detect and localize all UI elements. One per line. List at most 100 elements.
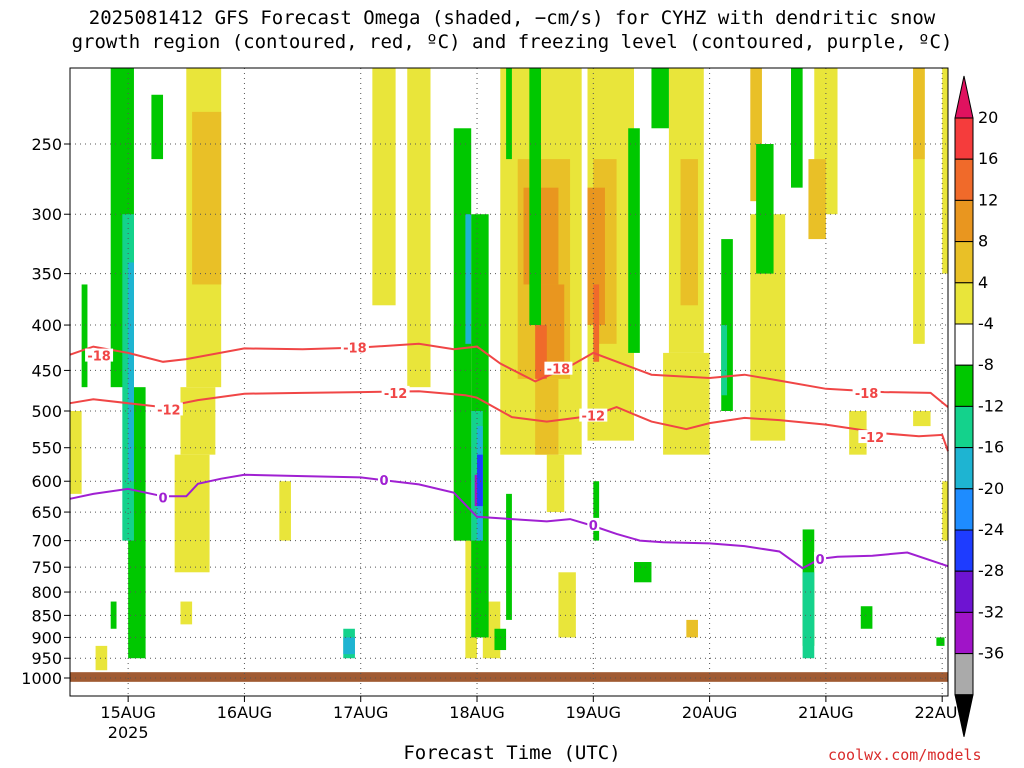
y-tick-label: 250 bbox=[31, 135, 62, 154]
contour-label-bg bbox=[381, 385, 410, 399]
y-tick-label: 1000 bbox=[21, 669, 62, 688]
x-tick-label: 19AUG bbox=[566, 703, 621, 722]
contour-line bbox=[69, 390, 949, 452]
colorbar-swatch bbox=[954, 529, 974, 572]
omega-cell bbox=[587, 187, 605, 326]
contour-label: 0 bbox=[379, 474, 388, 489]
contour-line bbox=[69, 473, 949, 570]
colorbar-label: 12 bbox=[978, 190, 998, 209]
omega-cell bbox=[860, 606, 873, 629]
omega-shading bbox=[70, 68, 948, 682]
colorbar-swatch bbox=[954, 488, 974, 531]
y-tick-label: 700 bbox=[31, 532, 62, 551]
y-tick-label: 450 bbox=[31, 361, 62, 380]
contour-labels: -18 -18 -18 -18 -12 -12 -12 -12 0 0 0 0 bbox=[85, 340, 887, 568]
contour-label-bg bbox=[154, 402, 183, 416]
omega-cell bbox=[343, 637, 355, 655]
omega-cell bbox=[942, 68, 948, 274]
colorbar-label: 4 bbox=[978, 273, 988, 292]
y-tick-label: 950 bbox=[31, 649, 62, 668]
colorbar-swatch bbox=[954, 405, 974, 449]
omega-cell bbox=[407, 68, 431, 388]
contour-label: -18 bbox=[343, 341, 367, 356]
colorbar-label: 8 bbox=[978, 232, 988, 251]
omega-cell bbox=[546, 454, 565, 513]
omega-cell bbox=[95, 645, 108, 671]
omega-cell bbox=[942, 481, 948, 541]
contour-label: -18 bbox=[547, 363, 571, 378]
y-tick-label: 400 bbox=[31, 316, 62, 335]
colorbar-swatch bbox=[954, 364, 974, 407]
colorbar-swatch bbox=[954, 447, 974, 490]
contour-line bbox=[69, 342, 949, 408]
omega-cell bbox=[686, 619, 698, 638]
colorbar-swatch bbox=[954, 241, 974, 284]
omega-cell bbox=[721, 325, 728, 396]
x-tick-label: 18AUG bbox=[449, 703, 504, 722]
credit-link[interactable]: coolwx.com/models bbox=[828, 746, 982, 764]
x-axis-title: Forecast Time (UTC) bbox=[403, 742, 621, 764]
contour-label: -12 bbox=[384, 387, 408, 402]
colorbar-swatch bbox=[954, 653, 974, 696]
colorbar-label: -24 bbox=[978, 520, 1004, 539]
omega-cell bbox=[558, 572, 576, 638]
contour-label-bg bbox=[340, 340, 369, 354]
colorbar-label: -8 bbox=[978, 355, 994, 374]
colorbar-label: 16 bbox=[978, 149, 998, 168]
contour-label-bg bbox=[852, 385, 881, 399]
omega-cell bbox=[756, 144, 774, 274]
y-tick-label: 550 bbox=[31, 439, 62, 458]
colorbar-swatch bbox=[954, 117, 974, 160]
colorbar-swatch bbox=[954, 570, 974, 613]
colorbar-swatch bbox=[954, 611, 974, 655]
colorbar-swatch bbox=[954, 282, 974, 325]
plot-frame bbox=[69, 67, 949, 697]
colorbar-label: -36 bbox=[978, 644, 1004, 663]
omega-cell bbox=[180, 387, 216, 455]
omega-cell bbox=[81, 284, 88, 388]
omega-cell bbox=[506, 493, 512, 620]
colorbar-label: -20 bbox=[978, 479, 1004, 498]
contour-label-bg bbox=[814, 551, 827, 565]
omega-cell bbox=[593, 481, 600, 541]
colorbar-swatch bbox=[954, 199, 974, 243]
contour-label: -18 bbox=[855, 387, 879, 402]
y-tick-label: 300 bbox=[31, 205, 62, 224]
colorbar-arrow-bottom bbox=[954, 694, 974, 737]
omega-cell bbox=[477, 454, 483, 507]
omega-cell bbox=[279, 481, 291, 541]
omega-cell bbox=[791, 68, 803, 188]
y-tick-label: 750 bbox=[31, 558, 62, 577]
y-tick-label: 800 bbox=[31, 583, 62, 602]
y-tick-label: 350 bbox=[31, 265, 62, 284]
omega-cell bbox=[535, 378, 559, 455]
omega-cell bbox=[750, 68, 762, 202]
contour-label: -12 bbox=[582, 410, 606, 425]
colorbar-arrow-top bbox=[954, 75, 974, 119]
contour-label-bg bbox=[587, 517, 600, 531]
omega-cell bbox=[913, 411, 931, 427]
colorbar-label: -28 bbox=[978, 561, 1004, 580]
omega-cell bbox=[913, 68, 925, 344]
contour-label-bg bbox=[858, 430, 887, 444]
y-tick-label: 850 bbox=[31, 606, 62, 625]
x-tick-label: 15AUG bbox=[100, 703, 155, 722]
y-tick-label: 900 bbox=[31, 628, 62, 647]
omega-cell bbox=[128, 262, 134, 482]
x-tick-label: 20AUG bbox=[682, 703, 737, 722]
omega-cell bbox=[494, 628, 507, 651]
contour-label: 0 bbox=[589, 519, 598, 534]
colorbar-label: 20 bbox=[978, 108, 998, 127]
omega-cell bbox=[70, 672, 948, 682]
y-axis-ticks: 250 300 350 400 450 500 550 600 650 700 750 800 850 9… bbox=[21, 135, 70, 688]
contour-label-bg bbox=[544, 361, 573, 375]
omega-cell bbox=[506, 68, 512, 160]
omega-cell bbox=[110, 601, 117, 629]
omega-cell bbox=[474, 474, 478, 507]
omega-cell bbox=[913, 68, 925, 160]
colorbar-swatch bbox=[954, 323, 974, 366]
omega-cell bbox=[180, 601, 193, 625]
y-tick-label: 500 bbox=[31, 402, 62, 421]
omega-cell bbox=[651, 68, 669, 129]
